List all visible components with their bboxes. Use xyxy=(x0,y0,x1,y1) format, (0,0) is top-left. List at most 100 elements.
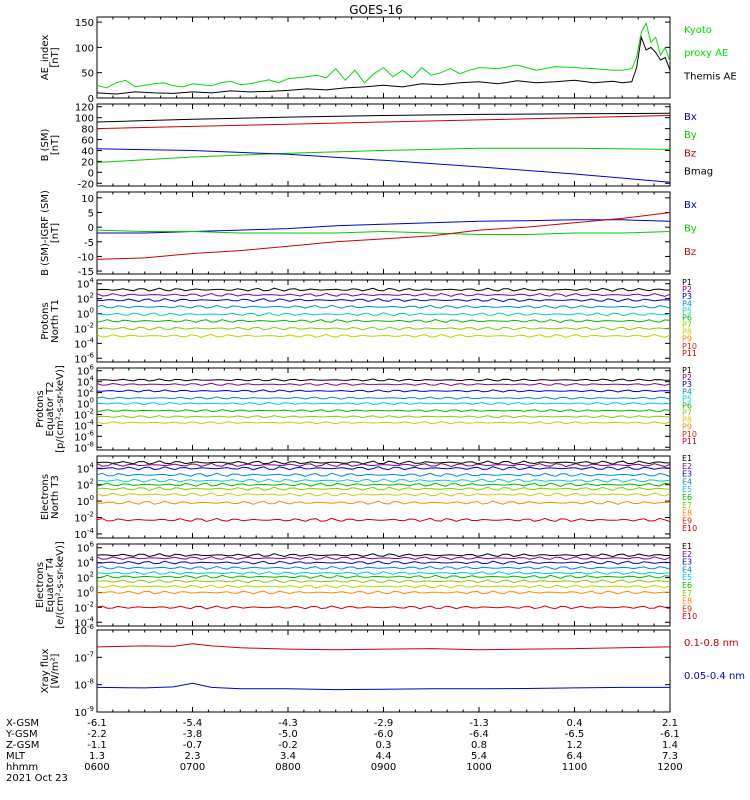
legend-entry: P7 xyxy=(682,321,692,330)
y-tick-label: 0 xyxy=(88,168,94,179)
series-line xyxy=(96,415,671,419)
legend-entry: E6 xyxy=(682,581,692,590)
y-tick-label: 10 xyxy=(81,194,94,205)
y-axis-label: Xray flux xyxy=(40,649,51,694)
footer-value: -6.1 xyxy=(87,718,107,729)
series-line xyxy=(96,571,671,576)
y-tick-label: 50 xyxy=(81,69,94,80)
series-line xyxy=(96,147,671,163)
legend-entry: E6 xyxy=(682,493,692,502)
y-tick-label: -10 xyxy=(78,252,94,263)
legend-entry: Bz xyxy=(684,247,696,258)
y-axis-label: B (SM)-IGRF (SM) xyxy=(40,190,51,276)
y-axis-label: AE_index xyxy=(40,35,51,81)
legend-entry: P7 xyxy=(682,409,692,418)
panel-enorth: 10-4 10-2 100 102 104 Electrons North T3 E1E2E3… xyxy=(40,454,697,541)
legend-entry: E9 xyxy=(682,516,692,525)
legend-entry: P3 xyxy=(682,380,692,389)
y-axis-label: [nT] xyxy=(50,135,61,155)
series-line xyxy=(96,478,671,483)
footer-value: -2.9 xyxy=(374,718,394,729)
y-tick-label: 10-4 xyxy=(74,527,94,541)
footer-value: 1.2 xyxy=(567,740,583,751)
footer-value: -1.1 xyxy=(87,740,107,751)
legend-entry: E4 xyxy=(682,565,692,574)
legend-entry: P9 xyxy=(682,423,692,432)
y-tick-label: -20 xyxy=(78,179,94,190)
legend-entry: P8 xyxy=(682,328,692,337)
series-line xyxy=(96,460,670,465)
legend-entry: Bmag xyxy=(684,167,713,178)
series-line xyxy=(96,500,671,505)
legend-entry: Bz xyxy=(684,148,696,159)
y-tick-label: 100 xyxy=(77,307,94,321)
plot-title: GOES-16 xyxy=(349,3,403,17)
footer-value: 1000 xyxy=(466,762,491,773)
legend-entry: E2 xyxy=(682,550,692,559)
y-tick-label: 102 xyxy=(77,292,94,306)
footer-value: 2.1 xyxy=(662,718,678,729)
legend-entry: E7 xyxy=(682,589,692,598)
footer-value: 1.4 xyxy=(662,740,678,751)
y-tick-label: 0 xyxy=(88,94,94,105)
footer-row-label: MLT xyxy=(6,751,26,762)
legend-entry: P11 xyxy=(682,437,697,446)
legend-entry: E3 xyxy=(682,470,692,479)
footer-value: 0.4 xyxy=(567,718,583,729)
legend-entry: P6 xyxy=(682,401,692,410)
y-tick-label: 10-9 xyxy=(74,705,94,719)
y-tick-label: 150 xyxy=(75,18,94,29)
footer-value: -6.5 xyxy=(565,729,585,740)
series-line xyxy=(96,482,671,487)
y-tick-label: 102 xyxy=(77,571,94,585)
legend-entry: P5 xyxy=(682,394,692,403)
legend-entry: E10 xyxy=(682,524,697,533)
series-line xyxy=(96,682,670,691)
y-tick-label: 102 xyxy=(77,478,94,492)
footer-value: 1.3 xyxy=(89,751,105,762)
legend-entry: Bx xyxy=(684,112,697,123)
legend-entry: E10 xyxy=(682,612,697,621)
panel-bigrf: -15 -10 -5 0 5 10 B (SM)-IGRF (SM) [nT] Bx By Bz xyxy=(40,190,697,278)
legend-entry: 0.1-0.8 nm xyxy=(684,638,739,649)
series-line xyxy=(96,378,671,382)
series-line xyxy=(96,517,671,523)
y-axis-label: [nT] xyxy=(50,223,61,243)
y-tick-label: 0 xyxy=(88,223,94,234)
y-tick-label: 80 xyxy=(81,125,94,136)
legend-entry: Themis AE xyxy=(683,71,737,82)
legend-entry: E4 xyxy=(682,477,692,486)
y-axis-label: [p/(cm²-s-sr-keV)] xyxy=(55,365,66,453)
legend-entry: Bx xyxy=(684,200,697,211)
footer-row-label: Y-GSM xyxy=(5,729,38,740)
series-line xyxy=(96,584,671,589)
y-tick-label: 40 xyxy=(81,146,94,157)
y-tick-label: -5 xyxy=(84,238,94,249)
y-tick-label: 120 xyxy=(75,103,94,114)
legend-entry: P4 xyxy=(682,299,692,308)
legend-entry: P9 xyxy=(682,335,692,344)
legend-entry: P11 xyxy=(682,349,697,358)
series-line xyxy=(96,466,671,471)
legend-entry: E5 xyxy=(682,485,692,494)
footer-value: 2.3 xyxy=(185,751,201,762)
legend-entry: E3 xyxy=(682,558,692,567)
y-tick-label: 100 xyxy=(75,43,94,54)
footer-value: 0800 xyxy=(275,762,300,773)
legend-entry: 0.05-0.4 nm xyxy=(684,671,745,682)
series-line xyxy=(96,35,671,95)
legend-entry: Kyoto xyxy=(684,25,712,36)
y-tick-label: 10-2 xyxy=(74,321,94,335)
y-tick-label: 106 xyxy=(77,541,95,555)
legend-entry: P10 xyxy=(682,430,697,439)
series-line xyxy=(96,21,671,89)
series-line xyxy=(96,229,671,235)
legend-entry: E9 xyxy=(682,604,692,613)
series-line xyxy=(96,556,671,561)
legend-entry: proxy AE xyxy=(684,48,728,59)
legend-entry: P10 xyxy=(682,342,697,351)
y-tick-label: -15 xyxy=(78,267,94,278)
panel-xray: 10-9 10-8 10-7 10-6 Xray flux [W/m²] 0.1-0.8 n… xyxy=(40,623,745,719)
